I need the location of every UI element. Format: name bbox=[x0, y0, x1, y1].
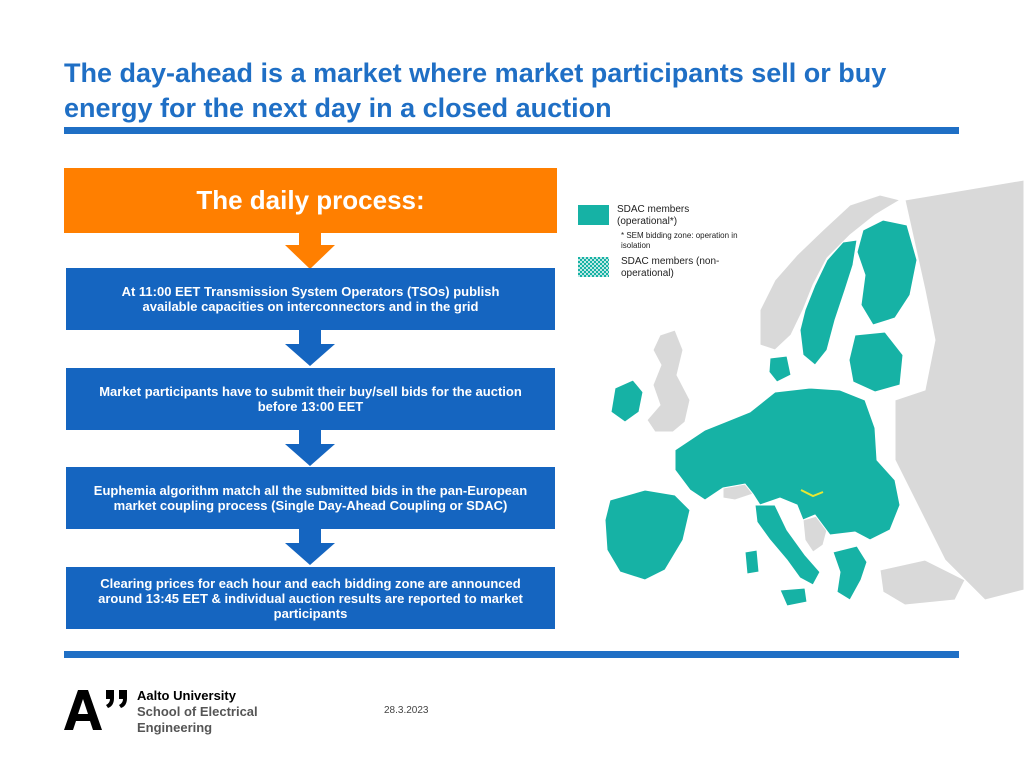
step-2-line-1: Market participants have to submit their… bbox=[99, 384, 522, 399]
process-heading: The daily process: bbox=[64, 168, 557, 233]
legend-note: * SEM bidding zone: operation in isolati… bbox=[621, 231, 738, 251]
step-4-line-2: around 13:45 EET & individual auction re… bbox=[98, 590, 523, 606]
legend-operational-line-2: (operational*) bbox=[617, 216, 678, 227]
legend-note-line-1: * SEM bidding zone: operation in bbox=[621, 231, 738, 240]
university-line-1: Aalto University bbox=[137, 688, 236, 703]
europe-map bbox=[604, 179, 1024, 607]
step-4-line-3: participants bbox=[273, 605, 348, 621]
legend-note-line-2: isolation bbox=[621, 241, 651, 250]
title-line-1: The day-ahead is a market where market p… bbox=[64, 58, 887, 88]
step-1-line-2: available capacities on interconnectors … bbox=[142, 299, 479, 314]
university-name: Aalto University School of Electrical En… bbox=[137, 688, 258, 736]
legend-swatch-nonoperational bbox=[578, 257, 609, 277]
top-divider bbox=[64, 127, 959, 134]
process-step-2: Market participants have to submit their… bbox=[66, 368, 555, 430]
step-1-line-1: At 11:00 EET Transmission System Operato… bbox=[121, 284, 500, 299]
legend-nonoperational-line-2: operational) bbox=[621, 268, 674, 279]
process-step-4: Clearing prices for each hour and each b… bbox=[66, 567, 555, 629]
process-step-3: Euphemia algorithm match all the submitt… bbox=[66, 467, 555, 529]
flow-arrow-4 bbox=[285, 527, 335, 565]
step-3-line-2: market coupling process (Single Day-Ahea… bbox=[113, 498, 508, 513]
legend-nonoperational-label: SDAC members (non- operational) bbox=[621, 256, 719, 280]
flow-arrow-3 bbox=[285, 428, 335, 466]
aalto-logo-icon bbox=[64, 690, 127, 730]
legend-nonoperational-line-1: SDAC members (non- bbox=[621, 256, 720, 267]
non-member-regions bbox=[646, 179, 1024, 606]
border-highlight-line bbox=[800, 489, 824, 498]
legend-operational-line-1: SDAC members bbox=[617, 204, 690, 215]
step-4-line-1: Clearing prices for each hour and each b… bbox=[100, 575, 521, 591]
slide-date: 28.3.2023 bbox=[384, 705, 429, 716]
flow-arrow-2 bbox=[285, 328, 335, 366]
university-line-2: School of Electrical bbox=[137, 704, 258, 719]
university-line-3: Engineering bbox=[137, 720, 213, 735]
legend-swatch-operational bbox=[578, 205, 609, 225]
step-2-line-2: before 13:00 EET bbox=[257, 399, 364, 414]
process-heading-text: The daily process: bbox=[196, 185, 425, 215]
flow-arrow-1 bbox=[285, 231, 335, 269]
title-line-2: energy for the next day in a closed auct… bbox=[64, 93, 612, 123]
member-regions bbox=[604, 219, 918, 607]
bottom-divider bbox=[64, 651, 959, 658]
legend-operational-label: SDAC members (operational*) bbox=[617, 204, 689, 228]
step-3-line-1: Euphemia algorithm match all the submitt… bbox=[93, 483, 528, 498]
process-step-1: At 11:00 EET Transmission System Operato… bbox=[66, 268, 555, 330]
page-title: The day-ahead is a market where market p… bbox=[64, 56, 964, 126]
